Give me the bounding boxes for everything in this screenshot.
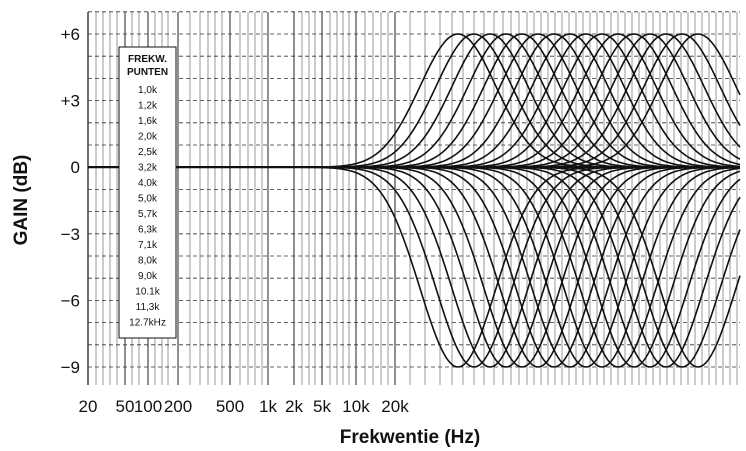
legend-entry: 9,0k [138,271,158,282]
legend: FREKW. PUNTEN 1,0k 1,2k 1,6k 2,0k 2,5k 3,2k 4,0k… [118,46,177,339]
legend-entry: 2,5k [138,147,158,158]
legend-entry: 7,1k [138,240,158,251]
legend-entry: 4,0k [138,178,158,189]
x-tick-label: 10k [342,397,370,416]
y-tick-label: 0 [71,158,80,177]
response-curves [88,33,741,368]
legend-entry: 1,6k [138,116,158,127]
x-tick-label: 200 [164,397,192,416]
y-axis-label: GAIN (dB) [11,155,32,246]
legend-title: FREKW. [128,54,167,65]
legend-title: PUNTEN [127,67,168,78]
y-tick-label: −9 [61,358,80,377]
x-tick-label: 1k [259,397,277,416]
grid-horizontal [88,11,740,368]
legend-entry: 6,3k [138,225,158,236]
legend-entry: 8,0k [138,256,158,267]
legend-entry: 5,7k [138,209,158,220]
x-tick-label: 5k [313,397,331,416]
x-tick-label: 20 [79,397,98,416]
x-tick-label: 500 [216,397,244,416]
curve-cut-0 [88,166,740,368]
y-tick-label: −3 [61,225,80,244]
legend-entry: 3,2k [138,163,158,174]
legend-entry: 1,0k [138,85,158,96]
legend-box [118,46,177,339]
x-axis-label: Frekwentie (Hz) [340,427,480,448]
legend-entry: 11,3k [136,302,161,313]
x-tick-labels: 20 50 100 200 500 1k 2k 5k 10k 20k [79,397,410,416]
x-tick-label: 50 [116,397,135,416]
legend-entry: 1,2k [138,101,158,112]
x-tick-label: 100 [134,397,162,416]
y-tick-label: +3 [61,92,80,111]
x-tick-label: 2k [285,397,303,416]
y-tick-labels: +6 +3 0 −3 −6 −9 [61,25,80,377]
y-tick-label: −6 [61,291,80,310]
legend-entry: 12.7kHz [129,318,166,329]
y-tick-label: +6 [61,25,80,44]
x-tick-label: 20k [381,397,409,416]
legend-entry: 10.1k [135,287,160,298]
legend-entry: 2,0k [138,132,158,143]
legend-entry: 5,0k [138,194,158,205]
